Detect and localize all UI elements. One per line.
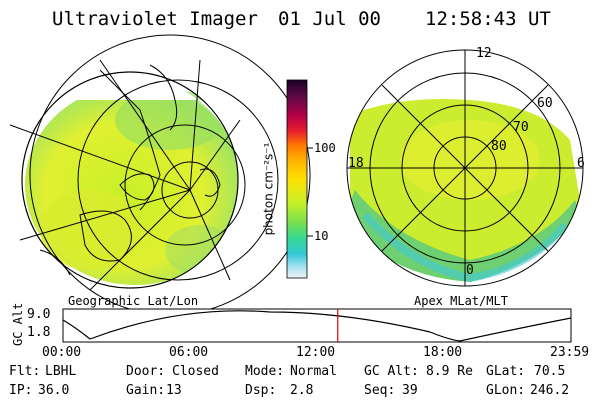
altitude-ylabel: GC Alt: [11, 302, 25, 346]
mlat-label-80: 80: [491, 139, 507, 154]
seq-value: 39: [402, 383, 418, 398]
coastline: [199, 168, 221, 197]
coastline: [39, 249, 71, 276]
lat-circle-60: [77, 79, 279, 281]
ip-value: 36.0: [38, 383, 70, 398]
gain-value: 13: [166, 383, 182, 398]
meridian: [189, 119, 241, 191]
mode-value: Normal: [290, 364, 337, 379]
gain-label: Gain:: [126, 383, 166, 398]
mlt-label-18: 18: [348, 156, 364, 171]
glon-label: GLon:: [486, 383, 526, 398]
altitude-xtick-1200: 12:00: [296, 345, 336, 360]
coastline: [79, 210, 132, 262]
filter-label: Flt:: [9, 364, 41, 379]
mlt-meridian-diagonal: [381, 84, 549, 252]
coastline: [149, 64, 178, 131]
dsp-value: 2.8: [290, 383, 314, 398]
mlt-label-12: 12: [476, 46, 492, 61]
gc-alt-label: GC Alt:: [364, 364, 419, 379]
glon-value: 246.2: [530, 383, 570, 398]
geographic-map: [9, 34, 311, 316]
door-label: Door:: [126, 364, 166, 379]
colorbar-tick-100: 100: [314, 141, 336, 155]
dsp-label: Dsp:: [245, 383, 277, 398]
meridian: [189, 189, 231, 281]
colorbar-unit-label: photon cm⁻²s⁻¹: [261, 142, 276, 236]
instrument-title: Ultraviolet Imager: [52, 8, 258, 30]
filter-value: LBHL: [45, 364, 77, 379]
mlt-label-0: 0: [466, 263, 474, 278]
mlt-dial: [346, 49, 584, 287]
meridian: [89, 189, 191, 291]
mode-label: Mode:: [245, 364, 285, 379]
altitude-ytick-1-8: 1.8: [27, 325, 51, 340]
altitude-xtick-0000: 00:00: [42, 345, 82, 360]
altitude-xtick-1800: 18:00: [423, 345, 463, 360]
altitude-xtick-2359: 23:59: [550, 345, 590, 360]
gc-alt-value: 8.9 Re: [426, 364, 473, 379]
left-panel-caption: Geographic Lat/Lon: [68, 294, 199, 308]
mlat-label-60: 60: [537, 96, 553, 111]
seq-label: Seq:: [364, 383, 396, 398]
right-panel-caption: Apex MLat/MLT: [414, 294, 508, 308]
altitude-plot: [62, 308, 572, 343]
altitude-ytick-9: 9.0: [27, 307, 51, 322]
colorbar: [286, 79, 313, 279]
meridian: [9, 124, 191, 191]
image-time: 12:58:43 UT: [425, 8, 551, 30]
earth-limb: [21, 71, 239, 289]
altitude-curve: [62, 310, 572, 342]
mlt-label-6: 6: [577, 156, 585, 171]
meridian: [19, 189, 191, 241]
meridian: [189, 59, 201, 191]
altitude-xtick-0600: 06:00: [169, 345, 209, 360]
glat-value: 70.5: [534, 364, 566, 379]
door-value: Closed: [172, 364, 219, 379]
ip-label: IP:: [9, 383, 33, 398]
mlat-label-70: 70: [513, 120, 529, 135]
lat-circle-70: [124, 124, 246, 246]
image-date: 01 Jul 00: [278, 8, 381, 30]
glat-label: GLat:: [486, 364, 526, 379]
coastline: [119, 173, 155, 201]
colorbar-tick-10: 10: [314, 229, 329, 243]
